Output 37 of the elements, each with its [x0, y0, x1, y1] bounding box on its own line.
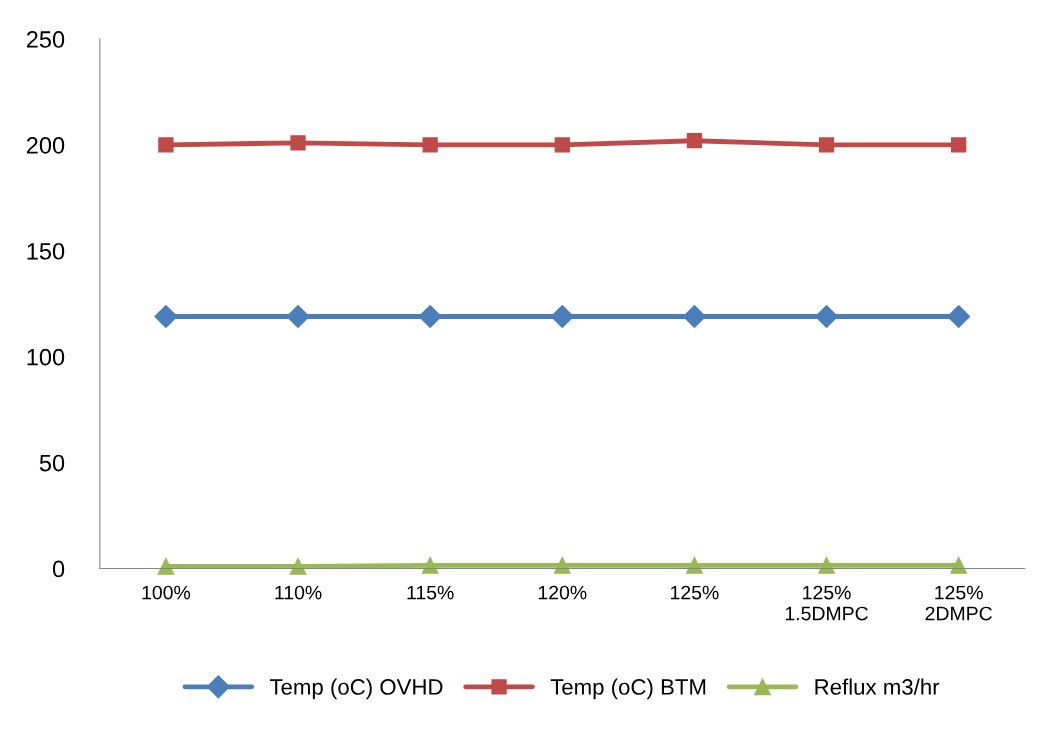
point [947, 304, 971, 328]
point [290, 135, 306, 151]
legend-label: Temp (oC) OVHD [269, 678, 443, 700]
point [554, 137, 570, 153]
x-tick-label: 110% [275, 585, 322, 600]
point [550, 304, 574, 328]
point [553, 556, 571, 574]
y-tick-label: 200 [26, 137, 65, 154]
y-tick-label: 50 [39, 454, 65, 472]
point [422, 137, 438, 153]
point [154, 304, 178, 328]
x-tick-label: 125% 2DMPC [925, 585, 992, 621]
point [950, 556, 967, 574]
x-tick-label: 125% [671, 585, 719, 600]
y-tick-label: 0 [52, 560, 65, 578]
legend-label: Reflux m3/hr [815, 678, 940, 695]
x-tick-label: 115% [407, 585, 454, 600]
y-tick-label: 250 [26, 31, 65, 48]
x-tick-label: 125% 1.5DMPC [785, 585, 868, 621]
point [289, 558, 307, 575]
point [815, 304, 839, 328]
point [686, 133, 703, 149]
point [286, 304, 310, 328]
point [818, 137, 835, 153]
point [951, 137, 967, 153]
point [158, 137, 174, 153]
legend-label: Temp (oC) BTM [550, 678, 706, 700]
point [157, 558, 175, 575]
y-tick-label: 150 [27, 242, 65, 260]
point [818, 556, 835, 574]
x-tick-label: 100% [142, 585, 191, 600]
point [686, 556, 703, 574]
point [418, 304, 442, 328]
point [421, 556, 439, 574]
point [682, 304, 706, 328]
y-tick-label: 100 [27, 348, 65, 366]
x-tick-label: 120% [538, 585, 587, 600]
